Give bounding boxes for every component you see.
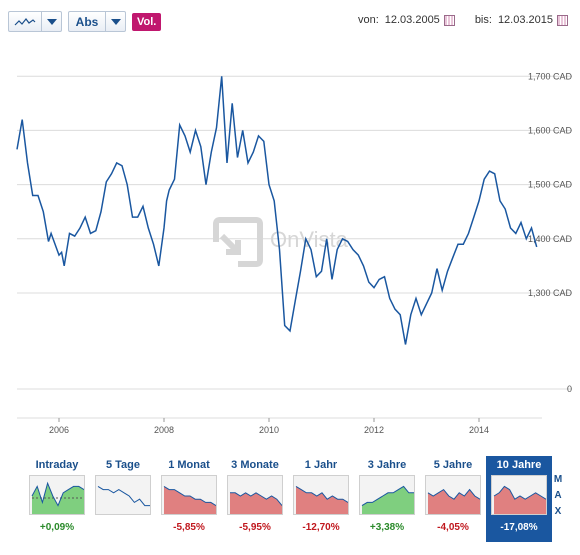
chart-type-dropdown[interactable]: [42, 11, 62, 32]
period-change: +0,09%: [39, 522, 75, 533]
x-tick-label: 2010: [259, 425, 279, 435]
sparkline-area: [494, 486, 546, 514]
y-tick-label: 1,500 CAD: [528, 180, 573, 190]
period-label: 5 Tage: [105, 459, 141, 471]
period-sparkline: [29, 475, 85, 515]
x-axis: 2006 2008 2010 2012 2014: [49, 418, 489, 435]
chart-grid: [17, 75, 572, 419]
chart-type-button[interactable]: [8, 11, 42, 32]
period-sparkline: [425, 475, 481, 515]
sparkline-line: [230, 492, 282, 506]
period-sparkline: [161, 475, 217, 515]
sparkline-line: [97, 485, 150, 507]
sparkline-line: [31, 481, 84, 507]
date-range: von: 12.03.2005 bis: 12.03.2015: [358, 14, 568, 26]
period-tab-1-monat[interactable]: 1 Monat -5,85%: [156, 456, 222, 542]
x-tick-label: 2008: [154, 425, 174, 435]
period-label: 3 Monate: [231, 459, 279, 471]
scale-dropdown[interactable]: [106, 11, 126, 32]
period-tab-5-tage[interactable]: 5 Tage: [90, 456, 156, 542]
sparkline-area: [428, 489, 480, 514]
period-change: -5,95%: [239, 522, 271, 533]
sparkline-line: [295, 485, 348, 503]
sparkline-area: [296, 486, 348, 514]
period-label: 1 Monat: [168, 459, 210, 471]
scale-select[interactable]: Abs: [68, 11, 106, 32]
onvista-logo-icon: [213, 217, 263, 267]
sparkline-area: [230, 492, 282, 514]
x-tick-label: 2012: [364, 425, 384, 435]
period-change: +3,38%: [369, 522, 405, 533]
period-sparkline: [95, 475, 151, 515]
from-date-value[interactable]: 12.03.2005: [384, 14, 440, 26]
watermark-text: OnVista: [270, 227, 349, 252]
period-tab-3-jahre[interactable]: 3 Jahre +3,38%: [354, 456, 420, 542]
max-button[interactable]: M A X: [553, 474, 563, 517]
period-sparkline: [227, 475, 283, 515]
sparkline-line: [163, 485, 216, 507]
y-tick-label: 1,300 CAD: [528, 288, 573, 298]
y-axis: 1,700 CAD 1,600 CAD 1,500 CAD 1,400 CAD 1,30…: [528, 71, 573, 394]
calendar-icon[interactable]: [557, 14, 568, 26]
period-label: Intraday: [35, 459, 79, 471]
from-label: von:: [357, 14, 379, 26]
volume-toggle[interactable]: Vol.: [132, 12, 162, 31]
line-chart-icon: [14, 17, 36, 25]
sparkline-line: [361, 485, 414, 507]
chevron-down-icon: [110, 18, 121, 25]
period-tab-5-jahre[interactable]: 5 Jahre -4,05%: [420, 456, 486, 542]
chart-toolbar: Abs Vol.: [8, 11, 162, 32]
sparkline-area: [32, 483, 84, 514]
y-tick-label: 0: [567, 384, 572, 394]
period-tab-3-monate[interactable]: 3 Monate -5,95%: [222, 456, 288, 542]
x-tick-label: 2014: [469, 425, 489, 435]
period-change: -17,08%: [500, 522, 538, 533]
calendar-icon[interactable]: [443, 14, 455, 26]
period-tab-10-jahre[interactable]: 10 Jahre -17,08%: [486, 456, 552, 542]
period-label: 5 Jahre: [433, 459, 473, 471]
period-tab-1-jahr[interactable]: 1 Jahr -12,70%: [288, 456, 354, 542]
sparkline-area: [164, 486, 216, 514]
period-selector: Intraday +0,09% 5 Tage 1 Monat -5,85% 3 Monat…: [24, 456, 552, 542]
chevron-down-icon: [46, 18, 57, 25]
y-tick-label: 1,700 CAD: [528, 71, 573, 81]
sparkline-area: [362, 486, 414, 514]
period-tab-intraday[interactable]: Intraday +0,09%: [24, 456, 90, 542]
period-sparkline: [491, 475, 547, 515]
period-label: 10 Jahre: [496, 459, 542, 471]
price-chart: OnVista 1,700 CAD 1,600 CAD 1,500 CAD 1,400…: [16, 71, 573, 435]
period-sparkline: [293, 475, 349, 515]
y-tick-label: 1,400 CAD: [528, 234, 573, 244]
series-line: [16, 76, 538, 345]
period-sparkline: [359, 475, 415, 515]
period-change: -5,85%: [173, 522, 205, 533]
y-tick-label: 1,600 CAD: [528, 125, 573, 135]
period-change: -4,05%: [437, 522, 469, 533]
sparkline-line: [427, 488, 480, 500]
period-label: 1 Jahr: [304, 459, 338, 471]
sparkline-line: [493, 485, 546, 500]
period-label: 3 Jahre: [367, 459, 407, 471]
to-label: bis:: [474, 14, 492, 26]
watermark: OnVista: [213, 217, 349, 267]
to-date-value[interactable]: 12.03.2015: [497, 14, 553, 26]
period-change: -12,70%: [302, 522, 340, 533]
x-tick-label: 2006: [49, 425, 69, 435]
